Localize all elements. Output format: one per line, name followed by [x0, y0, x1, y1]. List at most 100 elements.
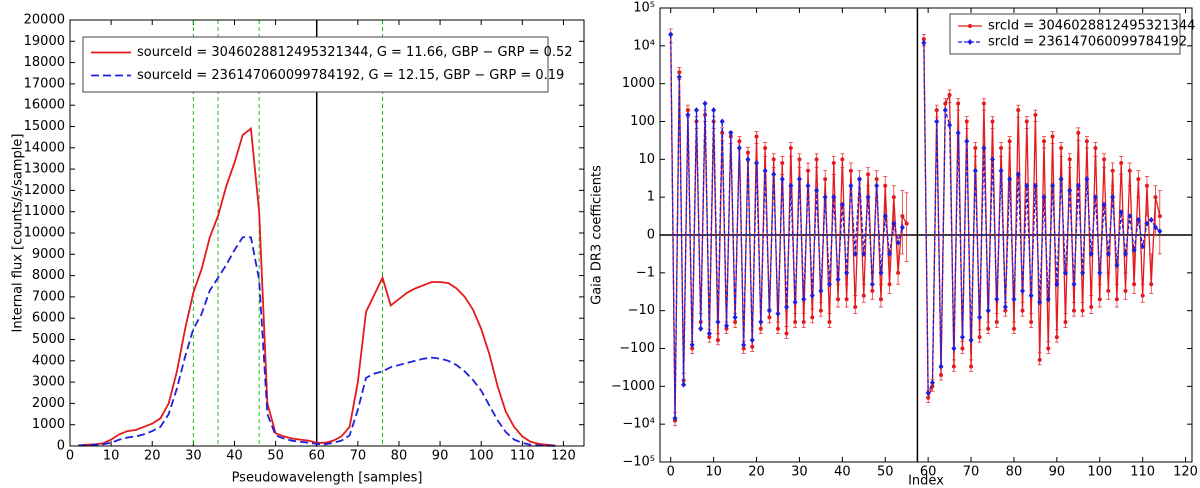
y-tick-label: 3000 — [32, 375, 65, 390]
marker — [874, 182, 880, 189]
marker — [736, 144, 742, 151]
marker — [861, 250, 867, 257]
x-tick-label: 20 — [144, 449, 161, 464]
marker — [1075, 182, 1081, 189]
marker — [685, 108, 690, 113]
marker — [1067, 187, 1073, 194]
marker — [784, 331, 789, 336]
marker — [977, 314, 983, 321]
marker — [1063, 320, 1068, 325]
marker — [762, 167, 768, 174]
x-tick-label: 60 — [920, 465, 937, 480]
marker — [711, 107, 717, 114]
y-tick-label: 13000 — [24, 162, 65, 177]
y-tick-label: 7000 — [32, 289, 65, 304]
marker — [1084, 139, 1089, 144]
marker — [857, 176, 862, 183]
marker — [1037, 357, 1042, 362]
marker — [1020, 308, 1025, 313]
marker — [999, 145, 1004, 150]
marker — [693, 107, 699, 114]
marker — [1093, 145, 1098, 150]
marker — [1131, 247, 1137, 254]
marker — [1132, 282, 1137, 287]
marker — [968, 337, 974, 344]
legend-label: srcId = 236147060099784192 — [988, 35, 1187, 50]
x-axis-label: Index — [908, 474, 944, 488]
marker — [775, 326, 780, 331]
marker — [831, 160, 836, 165]
plot-frame — [69, 19, 585, 447]
marker — [771, 157, 776, 162]
x-tick-label: 0 — [667, 465, 675, 480]
marker — [788, 182, 794, 189]
x-tick-label: 50 — [877, 465, 894, 480]
marker — [1097, 269, 1103, 276]
marker — [956, 101, 961, 106]
x-tick-label: 90 — [1049, 465, 1066, 480]
x-tick-label: 30 — [791, 465, 808, 480]
series-line — [670, 34, 1161, 421]
marker — [852, 250, 858, 257]
marker — [737, 139, 742, 144]
marker — [1114, 262, 1120, 269]
legend-label: sourceId = 3046028812495321344, G = 11.6… — [137, 45, 573, 60]
marker — [839, 201, 845, 208]
marker — [960, 346, 965, 351]
marker — [835, 276, 841, 283]
y-tick-label: −1 — [636, 265, 655, 280]
y-tick-label: 19000 — [24, 34, 65, 49]
marker — [1110, 168, 1115, 173]
marker — [1059, 145, 1064, 150]
marker — [848, 182, 854, 189]
plot-frame — [659, 7, 1193, 463]
marker — [964, 138, 970, 145]
marker — [719, 118, 725, 125]
marker — [1007, 139, 1012, 144]
marker — [1123, 250, 1128, 257]
marker — [1041, 194, 1047, 201]
marker — [1140, 293, 1145, 298]
marker — [1157, 228, 1163, 235]
marker — [672, 415, 678, 422]
y-tick-label: 1000 — [622, 76, 655, 91]
marker — [706, 330, 712, 337]
marker — [844, 269, 850, 276]
series-line — [78, 236, 556, 447]
marker — [809, 292, 815, 299]
marker — [977, 335, 982, 340]
marker — [826, 281, 832, 288]
marker — [853, 305, 858, 310]
y-tick-label: −1000 — [611, 379, 655, 394]
marker — [763, 145, 768, 150]
x-tick-label: 10 — [705, 465, 722, 480]
marker — [728, 129, 734, 136]
marker — [1011, 326, 1016, 331]
marker — [1088, 250, 1094, 257]
x-tick-label: 110 — [1130, 465, 1155, 480]
marker — [797, 157, 802, 162]
marker — [805, 182, 811, 189]
marker — [1007, 176, 1013, 183]
x-tick-label: 100 — [1087, 465, 1112, 480]
marker — [882, 213, 888, 220]
marker — [741, 346, 746, 351]
marker — [1135, 216, 1141, 223]
marker — [994, 296, 1000, 303]
marker — [878, 297, 883, 302]
marker — [865, 194, 871, 201]
y-tick-label: 15000 — [24, 119, 65, 134]
marker — [895, 239, 901, 246]
marker — [1003, 308, 1008, 313]
marker — [1127, 168, 1132, 173]
x-tick-label: 100 — [469, 449, 494, 464]
marker — [1041, 139, 1046, 144]
marker — [836, 297, 841, 302]
marker — [869, 281, 875, 288]
marker — [681, 381, 687, 388]
x-tick-label: 80 — [1006, 465, 1023, 480]
marker — [887, 250, 893, 257]
marker — [943, 101, 948, 106]
y-tick-label: 20000 — [24, 13, 65, 28]
